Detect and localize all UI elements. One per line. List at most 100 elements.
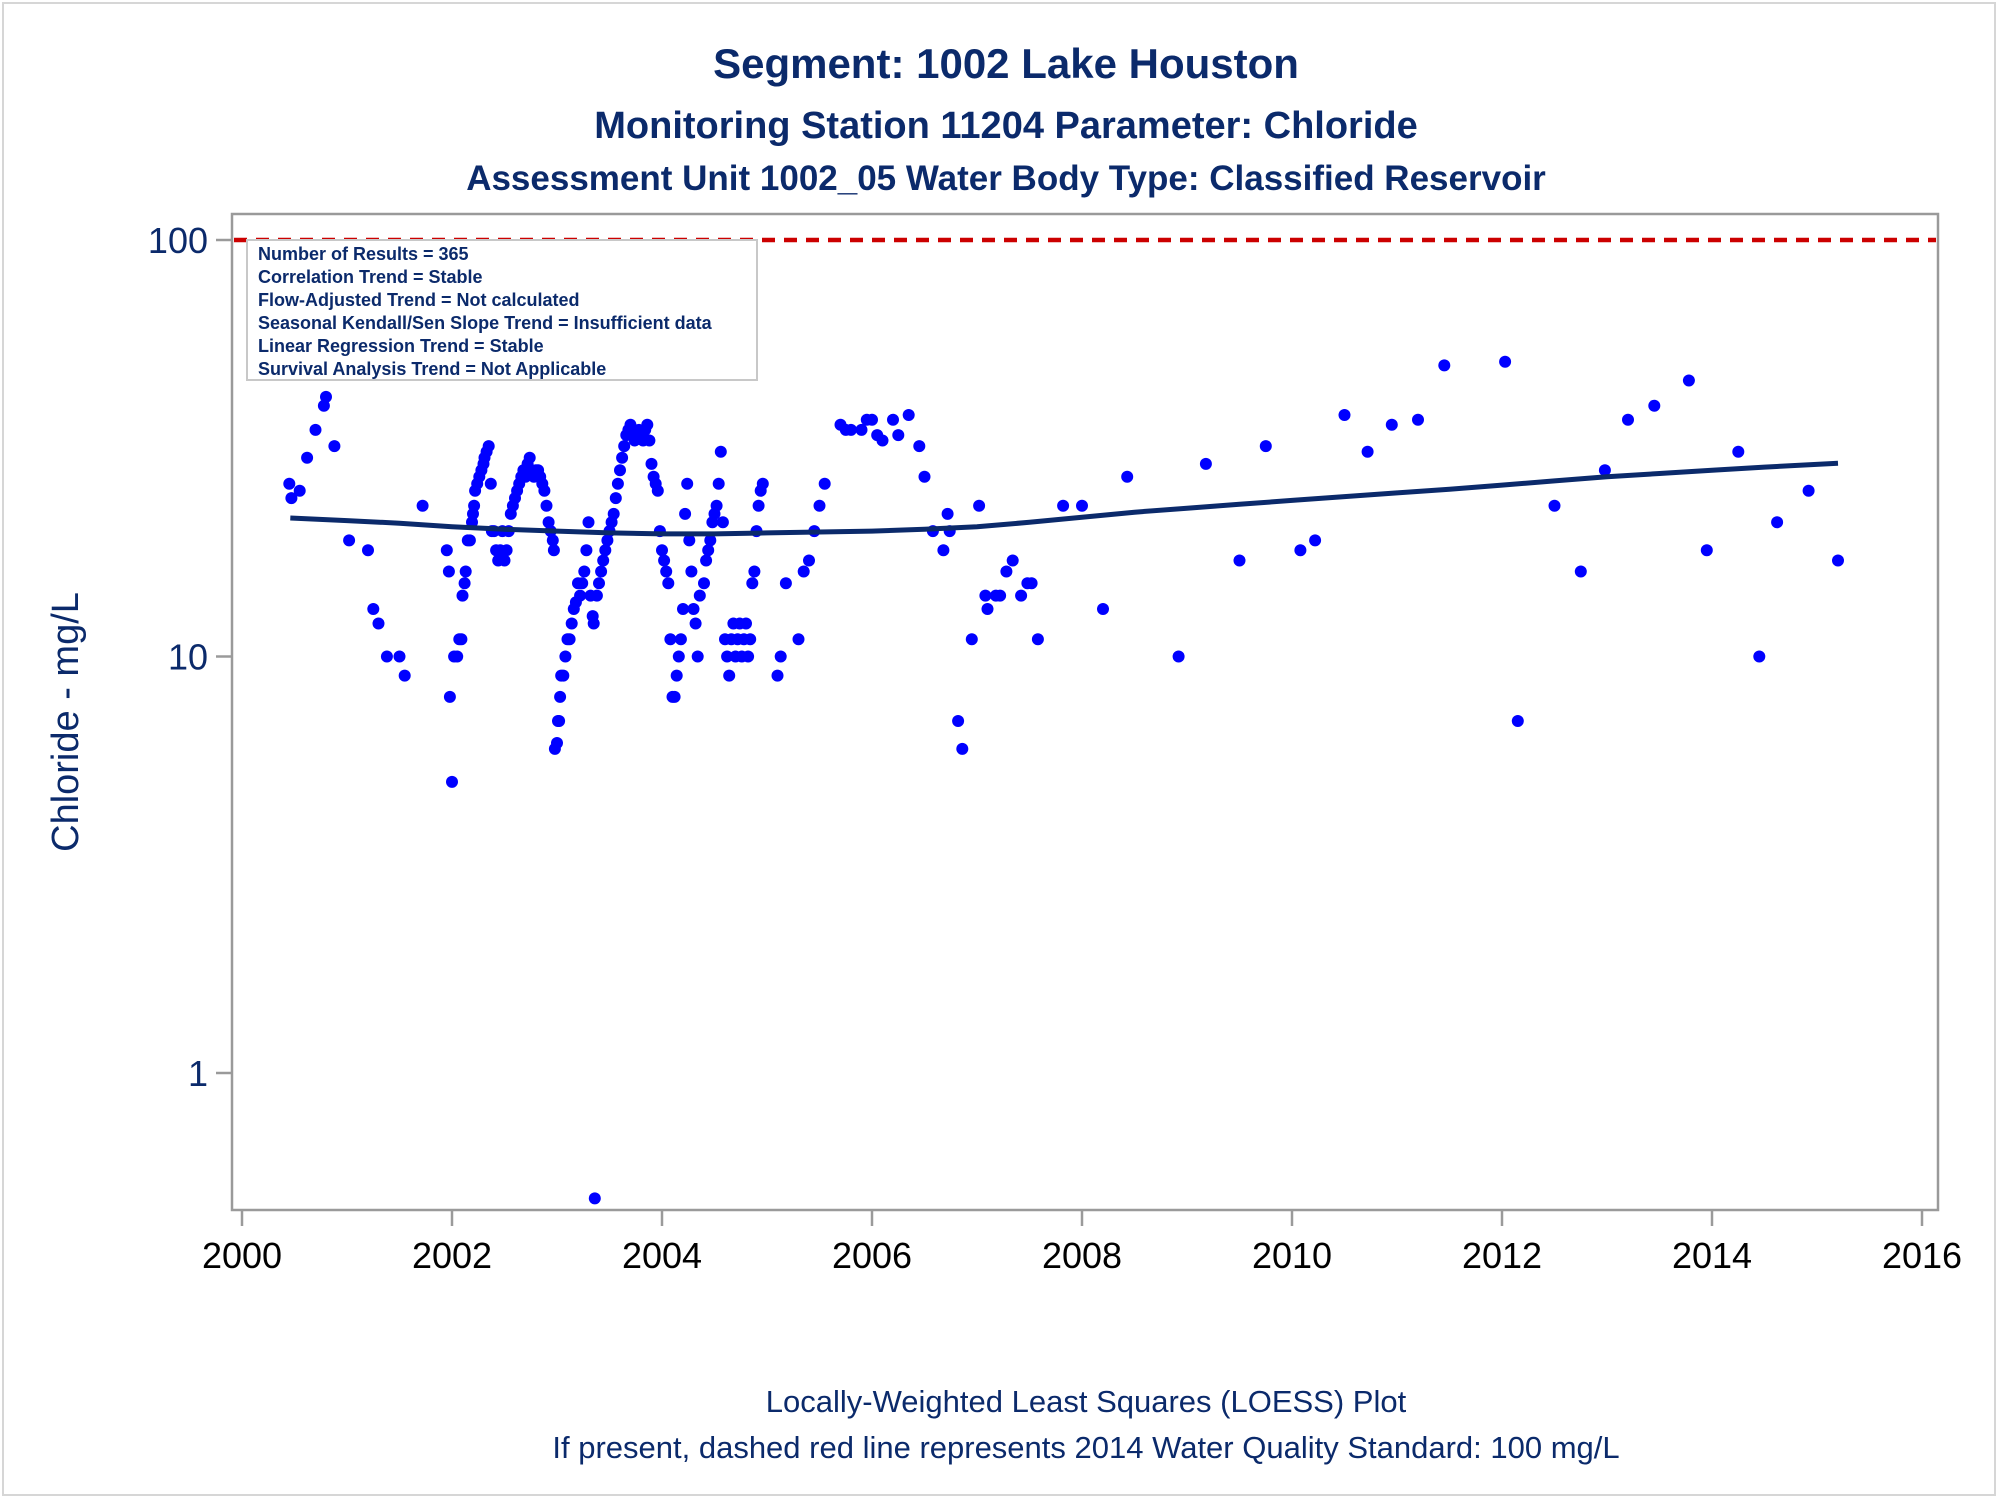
data-point bbox=[797, 565, 810, 578]
data-point bbox=[941, 507, 954, 520]
data-point bbox=[687, 603, 700, 615]
data-point bbox=[309, 423, 322, 436]
data-point bbox=[1000, 565, 1013, 578]
data-point bbox=[1097, 603, 1109, 615]
data-point bbox=[918, 470, 931, 483]
data-point bbox=[1031, 633, 1044, 646]
data-point bbox=[1732, 445, 1745, 458]
data-point bbox=[416, 499, 429, 512]
data-point bbox=[1753, 650, 1766, 663]
data-point bbox=[553, 715, 566, 727]
data-point bbox=[1294, 544, 1307, 557]
data-point bbox=[674, 633, 687, 646]
data-point bbox=[362, 544, 374, 557]
data-point bbox=[681, 477, 694, 490]
data-point bbox=[557, 669, 570, 682]
loess-trend-line bbox=[290, 460, 1839, 537]
data-point bbox=[664, 633, 677, 646]
data-point bbox=[913, 440, 926, 453]
y-tick-label: 10 bbox=[168, 637, 208, 678]
data-point bbox=[393, 650, 406, 663]
data-point bbox=[1648, 399, 1661, 412]
data-point bbox=[712, 477, 725, 490]
data-point bbox=[551, 737, 563, 749]
data-point bbox=[538, 484, 551, 497]
data-point bbox=[367, 603, 380, 615]
data-point bbox=[651, 484, 664, 497]
data-point bbox=[611, 477, 624, 490]
data-point bbox=[372, 617, 385, 630]
x-tick-label: 2002 bbox=[412, 1235, 492, 1276]
data-point bbox=[710, 499, 723, 512]
data-point bbox=[702, 544, 715, 557]
data-point bbox=[1511, 715, 1524, 727]
data-point bbox=[597, 554, 610, 567]
stats-line: Number of Results = 365 bbox=[258, 244, 469, 264]
data-point bbox=[1015, 589, 1028, 602]
data-point bbox=[554, 690, 567, 703]
data-point bbox=[1682, 374, 1695, 387]
data-point bbox=[343, 534, 356, 547]
data-point bbox=[482, 440, 495, 453]
data-point bbox=[981, 603, 994, 615]
stats-line: Correlation Trend = Stable bbox=[258, 267, 483, 287]
x-tick-label: 2006 bbox=[832, 1235, 912, 1276]
data-point bbox=[876, 434, 889, 447]
data-point bbox=[965, 633, 978, 646]
data-point bbox=[559, 650, 572, 663]
x-tick-label: 2012 bbox=[1462, 1235, 1542, 1276]
data-point bbox=[590, 589, 603, 602]
stats-lines: Number of Results = 365 Correlation Trend… bbox=[258, 244, 713, 379]
data-point bbox=[484, 477, 497, 490]
data-point bbox=[1598, 464, 1611, 477]
data-point bbox=[1499, 355, 1512, 368]
y-tick-label: 100 bbox=[148, 220, 208, 261]
data-point bbox=[1771, 516, 1784, 529]
data-point bbox=[774, 650, 787, 663]
data-point bbox=[1412, 413, 1424, 426]
data-point bbox=[1309, 534, 1322, 547]
data-point bbox=[498, 554, 511, 567]
data-point bbox=[641, 418, 654, 431]
data-point bbox=[593, 577, 605, 590]
data-point bbox=[1172, 650, 1185, 663]
data-point bbox=[320, 390, 332, 403]
data-point bbox=[1438, 359, 1451, 372]
data-point bbox=[1259, 440, 1272, 453]
data-point bbox=[656, 544, 668, 557]
data-point bbox=[742, 650, 755, 663]
stats-box: Number of Results = 365 Correlation Trend… bbox=[246, 239, 758, 381]
y-axis: 1 10 100 bbox=[148, 220, 232, 1094]
data-point bbox=[1622, 413, 1634, 426]
data-point bbox=[1802, 484, 1815, 497]
data-point bbox=[979, 589, 992, 602]
data-point bbox=[658, 554, 671, 567]
data-point bbox=[500, 544, 513, 557]
data-point bbox=[451, 650, 464, 663]
data-point bbox=[704, 534, 717, 547]
data-point bbox=[748, 565, 761, 578]
data-point bbox=[679, 507, 692, 520]
data-point bbox=[683, 534, 696, 547]
data-point bbox=[1338, 409, 1351, 421]
x-tick-label: 2004 bbox=[622, 1235, 702, 1276]
data-point bbox=[609, 492, 622, 505]
data-point bbox=[689, 617, 702, 630]
data-point bbox=[458, 577, 471, 590]
data-point bbox=[756, 477, 769, 490]
data-point bbox=[607, 507, 620, 520]
chart-title: Segment: 1002 Lake Houston bbox=[713, 40, 1299, 87]
data-point bbox=[578, 565, 591, 578]
data-point bbox=[677, 603, 689, 615]
x-axis: 2000 2002 2004 2006 2008 2010 2012 2014 2016 bbox=[202, 1210, 1962, 1276]
x-tick-label: 2000 bbox=[202, 1235, 282, 1276]
data-point bbox=[1361, 445, 1374, 458]
data-point bbox=[1233, 554, 1246, 567]
data-point bbox=[672, 650, 685, 663]
data-point bbox=[693, 589, 706, 602]
data-point bbox=[293, 484, 306, 497]
data-point bbox=[746, 577, 759, 590]
data-point bbox=[803, 554, 815, 567]
data-point bbox=[563, 633, 576, 646]
